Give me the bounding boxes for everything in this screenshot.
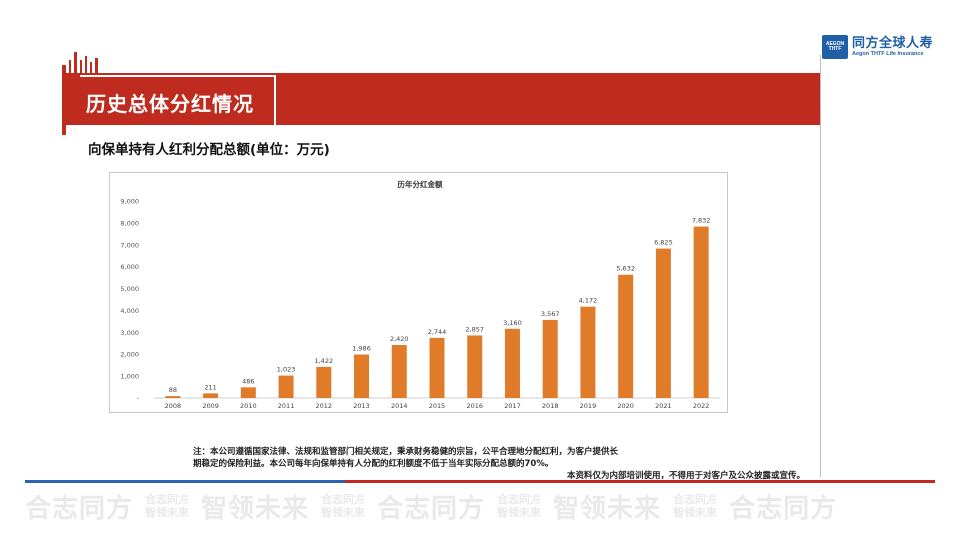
- bar-chart: 历年分红金额 - 1,000 2,000 3,000 4,000 5,000 6,000 7,…: [120, 179, 720, 410]
- data-label: 486: [242, 377, 254, 385]
- watermark-text: 智领未来: [145, 506, 190, 519]
- y-tick-label: 3,000: [120, 329, 139, 337]
- x-tick-label: 2008: [165, 402, 182, 410]
- data-label: 5,632: [616, 265, 635, 273]
- chart-subtitle: 向保单持有人红利分配总额(单位：万元): [88, 142, 330, 158]
- aegon-badge-icon: AEGON THTF: [822, 35, 848, 59]
- data-label: 2,857: [465, 325, 484, 333]
- y-tick-label: 1,000: [120, 373, 139, 381]
- data-label: 7,832: [692, 217, 711, 225]
- chart-frame: 历年分红金额 - 1,000 2,000 3,000 4,000 5,000 6,000 7,…: [109, 172, 728, 413]
- bar: [580, 306, 596, 398]
- watermark-text: 合志同方: [673, 493, 718, 506]
- logo-name-en: Aegon THTF Life Insurance: [852, 51, 924, 57]
- logo-badge-line1: AEGON: [825, 40, 845, 47]
- footnote-line-1: 注：本公司遵循国家法律、法规和监管部门相关规定，秉承财务稳健的宗旨，公平合理地分…: [193, 447, 619, 457]
- watermark-text: 智领未来: [673, 506, 718, 519]
- data-label: 2,420: [390, 335, 409, 343]
- data-label: 6,825: [654, 239, 673, 247]
- watermark-text: 合志同方: [377, 493, 486, 524]
- footer-rule-red: [345, 480, 935, 483]
- chart-title: 历年分红金额: [398, 179, 443, 189]
- data-label: 1,422: [314, 357, 333, 365]
- right-divider: [820, 55, 821, 477]
- x-tick-label: 2022: [693, 402, 710, 410]
- data-label: 4,172: [579, 297, 598, 305]
- watermark-slogans: 合志同方 合志同方 智领未来 智领未来 合志同方 智领未来 合志同方 合志同方 …: [25, 486, 945, 526]
- watermark-text: 智领未来: [553, 493, 662, 524]
- y-tick-label: 2,000: [120, 351, 139, 359]
- y-tick-label: 9,000: [120, 198, 139, 206]
- x-tick-label: 2009: [202, 402, 219, 410]
- x-tick-label: 2016: [466, 402, 483, 410]
- bar: [354, 354, 370, 398]
- bar: [203, 393, 219, 398]
- watermark-small: 合志同方 智领未来: [497, 493, 541, 519]
- company-logo: AEGON THTF 同方全球人寿 Aegon THTF Life Insura…: [822, 35, 933, 59]
- x-tick-label: 2010: [240, 402, 257, 410]
- bar: [278, 375, 294, 398]
- bar: [504, 328, 520, 398]
- watermark-text: 智领未来: [321, 506, 366, 519]
- decor-bar: [85, 56, 87, 76]
- bar: [240, 387, 256, 398]
- watermark-small: 合志同方 智领未来: [321, 493, 365, 519]
- watermark-text: 合志同方: [729, 493, 838, 524]
- x-tick-label: 2019: [580, 402, 597, 410]
- watermark-text: 合志同方: [145, 493, 190, 506]
- data-label: 3,160: [503, 319, 522, 327]
- watermark-text: 合志同方: [25, 493, 134, 524]
- x-tick-label: 2015: [429, 402, 446, 410]
- decor-bar: [95, 58, 98, 74]
- logo-name-cn: 同方全球人寿: [852, 36, 934, 51]
- page-title: 历史总体分红情况: [86, 92, 254, 116]
- x-tick-label: 2021: [655, 402, 672, 410]
- watermark-text: 合志同方: [321, 493, 366, 506]
- logo-text: 同方全球人寿 Aegon THTF Life Insurance: [852, 36, 933, 58]
- y-tick-label: 5,000: [120, 285, 139, 293]
- bar: [542, 319, 558, 398]
- data-label: 2,744: [428, 328, 447, 336]
- x-tick-label: 2014: [391, 402, 408, 410]
- x-tick-label: 2011: [278, 402, 295, 410]
- y-tick-label: 6,000: [120, 263, 139, 271]
- x-tick-label: 2012: [316, 402, 333, 410]
- data-label: 3,567: [541, 310, 560, 318]
- bar: [467, 335, 483, 398]
- decor-bar: [90, 62, 92, 74]
- title-box: [80, 75, 276, 125]
- bar: [693, 226, 709, 398]
- x-tick-label: 2013: [353, 402, 370, 410]
- decor-bar: [69, 60, 71, 80]
- bar: [391, 345, 407, 398]
- data-label: 88: [169, 386, 177, 394]
- x-tick-label: 2018: [542, 402, 559, 410]
- data-label: 1,986: [352, 345, 371, 353]
- watermark-text: 合志同方: [497, 493, 542, 506]
- data-label: 1,023: [277, 366, 296, 374]
- decor-bar: [74, 52, 77, 80]
- y-tick-label: -: [137, 395, 140, 403]
- bar: [316, 366, 332, 398]
- logo-badge-line2: THTF: [828, 46, 842, 52]
- y-tick-label: 7,000: [120, 241, 139, 249]
- decor-bar: [80, 60, 82, 75]
- y-tick-label: 4,000: [120, 307, 139, 315]
- bar: [429, 337, 445, 398]
- x-tick-label: 2017: [504, 402, 521, 410]
- x-tick-label: 2020: [617, 402, 634, 410]
- bar: [655, 248, 671, 398]
- bar: [618, 274, 634, 398]
- watermark-text: 智领未来: [497, 506, 542, 519]
- bar: [165, 396, 181, 398]
- footer-rule-blue: [25, 480, 345, 483]
- watermark-text: 智领未来: [201, 493, 310, 524]
- disclaimer: 本资料仅为内部培训使用，不得用于对客户及公众披露或宣传。: [567, 471, 806, 481]
- footnote: 注：本公司遵循国家法律、法规和监管部门相关规定，秉承财务稳健的宗旨，公平合理地分…: [193, 447, 713, 470]
- y-tick-label: 8,000: [120, 219, 139, 227]
- watermark-small: 合志同方 智领未来: [145, 493, 189, 519]
- watermark-small: 合志同方 智领未来: [673, 493, 717, 519]
- footnote-line-2: 期稳定的保险利益。本公司每年向保单持有人分配的红利额度不低于当年实际分配总额的7…: [193, 458, 554, 469]
- data-label: 211: [204, 383, 216, 391]
